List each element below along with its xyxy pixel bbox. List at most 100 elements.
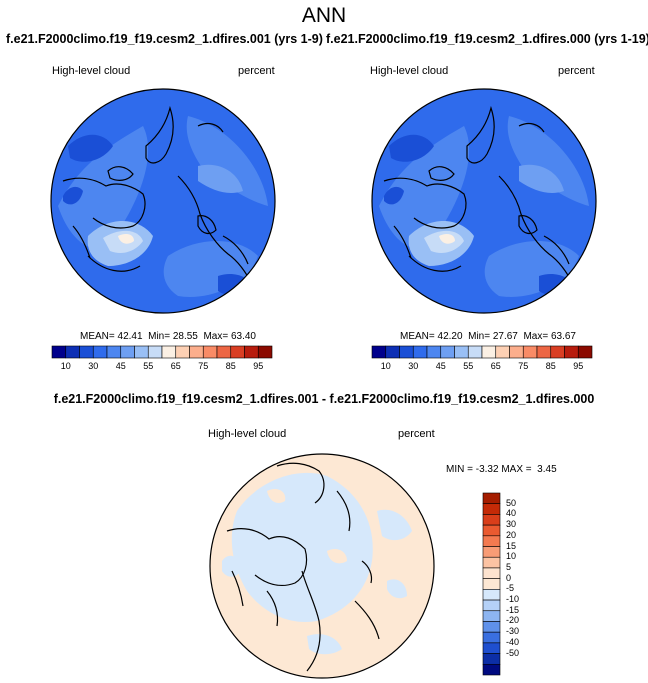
panel3-colorbar-tick-label: 50	[506, 497, 517, 508]
panel2-colorbar	[371, 345, 593, 359]
panel2-field-region	[519, 164, 564, 193]
panel3-colorbar-tick-label: 10	[506, 551, 517, 562]
panel2-colorbar-tick-label: 85	[545, 361, 556, 371]
panel1-polar-map	[50, 88, 276, 314]
subtitle-difference: f.e21.F2000climo.f19_f19.cesm2_1.dfires.…	[53, 392, 595, 406]
panel3-colorbar-svg	[482, 492, 501, 676]
panel1-field-region	[68, 134, 113, 162]
panel1-units-label: percent	[238, 65, 275, 77]
panel2-colorbar-swatch	[536, 345, 552, 359]
panel1-colorbar-swatch	[189, 345, 204, 359]
panel3-colorbar-swatch	[482, 578, 501, 590]
panel3-colorbar-swatch	[482, 642, 501, 654]
panel1-colorbar-tick-label: 30	[88, 361, 99, 371]
panel2-colorbar-tick-label: 30	[408, 361, 419, 371]
panel1-colorbar-swatch	[202, 345, 218, 359]
panel2-field-region	[539, 274, 574, 296]
panel2-coastlines	[383, 105, 575, 287]
panel3-colorbar-tick-label: -40	[506, 636, 520, 647]
panel1-colorbar-swatch	[147, 345, 163, 359]
panel3-variable-label: High-level cloud	[208, 428, 287, 440]
panel1-colorbar-svg	[51, 345, 273, 359]
panel1-field-region	[118, 233, 134, 244]
panel1-colorbar-swatch	[106, 345, 122, 359]
panel2-colorbar-tick-label: 55	[463, 361, 474, 371]
panel2-colorbar-svg	[371, 345, 593, 359]
panel2-colorbar-tick-label: 75	[518, 361, 529, 371]
panel3-field-region	[377, 509, 412, 541]
panel1-colorbar	[51, 345, 273, 359]
panel3-colorbar-tick-label: -50	[506, 647, 520, 658]
panel3-stats: MIN = -3.32 MAX = 3.45	[446, 464, 557, 475]
panel3-polar-map	[209, 453, 435, 679]
panel2-colorbar-swatch	[454, 345, 469, 359]
panel2-field-region	[384, 186, 404, 205]
panel1-colorbar-swatch	[120, 345, 135, 359]
panel3-colorbar-swatch	[482, 621, 501, 633]
panel3-colorbar-tick-label: 5	[506, 561, 512, 572]
panel2-colorbar-swatch	[440, 345, 455, 359]
panel2-colorbar-swatch	[399, 345, 414, 359]
panel3-colorbar-swatch	[482, 663, 501, 676]
panel1-colorbar-ticks: 10 30 45 55 65 75 85 95	[52, 361, 272, 373]
panel1-colorbar-swatch	[65, 345, 80, 359]
panel3-colorbar-tick-label: -30	[506, 626, 520, 637]
panel2-colorbar-swatch	[467, 345, 483, 359]
panel1-colorbar-tick-label: 55	[143, 361, 154, 371]
panel1-colorbar-swatch	[134, 345, 149, 359]
panel3-colorbar-swatch	[482, 556, 501, 569]
panel1-colorbar-swatch	[175, 345, 190, 359]
panel3-colorbar	[482, 492, 501, 676]
panel1-colorbar-swatch	[257, 345, 273, 359]
panel3-field-region	[222, 555, 242, 577]
panel3-units-label: percent	[398, 428, 435, 440]
panel1-colorbar-swatch	[216, 345, 232, 359]
panel1-colorbar-tick-label: 75	[198, 361, 209, 371]
subtitle-right-case: f.e21.F2000climo.f19_f19.cesm2_1.dfires.…	[326, 32, 648, 46]
panel1-colorbar-swatch	[92, 345, 108, 359]
panel3-colorbar-swatch	[482, 653, 501, 665]
panel3-colorbar-tick-label: 20	[506, 529, 517, 540]
panel2-colorbar-swatch	[495, 345, 510, 359]
panel3-colorbar-swatch	[482, 492, 501, 505]
panel1-stats: MEAN= 42.41 Min= 28.55 Max= 63.40	[80, 331, 256, 342]
panel3-colorbar-swatch	[482, 631, 501, 644]
panel3-colorbar-tick-label: 30	[506, 519, 517, 530]
panel3-coastlines	[226, 462, 380, 672]
panel2-colorbar-ticks: 10 30 45 55 65 75 85 95	[372, 361, 592, 373]
panel3-colorbar-tick-label: 15	[506, 540, 517, 551]
panel3-colorbar-swatch	[482, 503, 501, 515]
panel2-colorbar-tick-label: 10	[380, 361, 391, 371]
panel3-colorbar-ticks: 50 40 30 20 15 10 5 0 -5 -10 -15 -20 -30 -40 -50	[506, 493, 536, 675]
panel2-colorbar-swatch	[550, 345, 565, 359]
panel2-colorbar-swatch	[412, 345, 428, 359]
panel2-field-region	[389, 134, 434, 162]
panel1-field-region	[58, 126, 149, 249]
panel2-variable-label: High-level cloud	[370, 65, 449, 77]
panel1-field-region	[218, 274, 253, 296]
panel3-colorbar-swatch	[482, 524, 501, 537]
panel2-colorbar-swatch	[509, 345, 524, 359]
panel1-colorbar-swatch	[230, 345, 245, 359]
panel1-variable-label: High-level cloud	[52, 65, 131, 77]
panel1-coastlines	[62, 105, 254, 287]
panel3-colorbar-swatch	[482, 546, 501, 558]
panel2-colorbar-swatch	[522, 345, 538, 359]
panel1-colorbar-tick-label: 85	[225, 361, 236, 371]
panel3-colorbar-swatch	[482, 535, 501, 547]
panel2-field-region	[507, 116, 589, 206]
panel3-colorbar-swatch	[482, 567, 501, 579]
panel2-field-region	[379, 126, 470, 249]
panel2-map-boundary	[371, 88, 597, 314]
panel2-colorbar-swatch	[481, 345, 497, 359]
panel3-colorbar-swatch	[482, 514, 501, 526]
panel3-colorbar-tick-label: 0	[506, 572, 512, 583]
panel3-field-region	[387, 579, 407, 599]
figure-title: ANN	[301, 4, 347, 27]
panel3-colorbar-tick-label: -10	[506, 594, 520, 605]
panel2-units-label: percent	[558, 65, 595, 77]
panel1-colorbar-swatch	[244, 345, 259, 359]
panel1-field-region	[186, 116, 268, 206]
panel3-colorbar-tick-label: -5	[506, 583, 515, 594]
panel2-colorbar-tick-label: 65	[490, 361, 501, 371]
